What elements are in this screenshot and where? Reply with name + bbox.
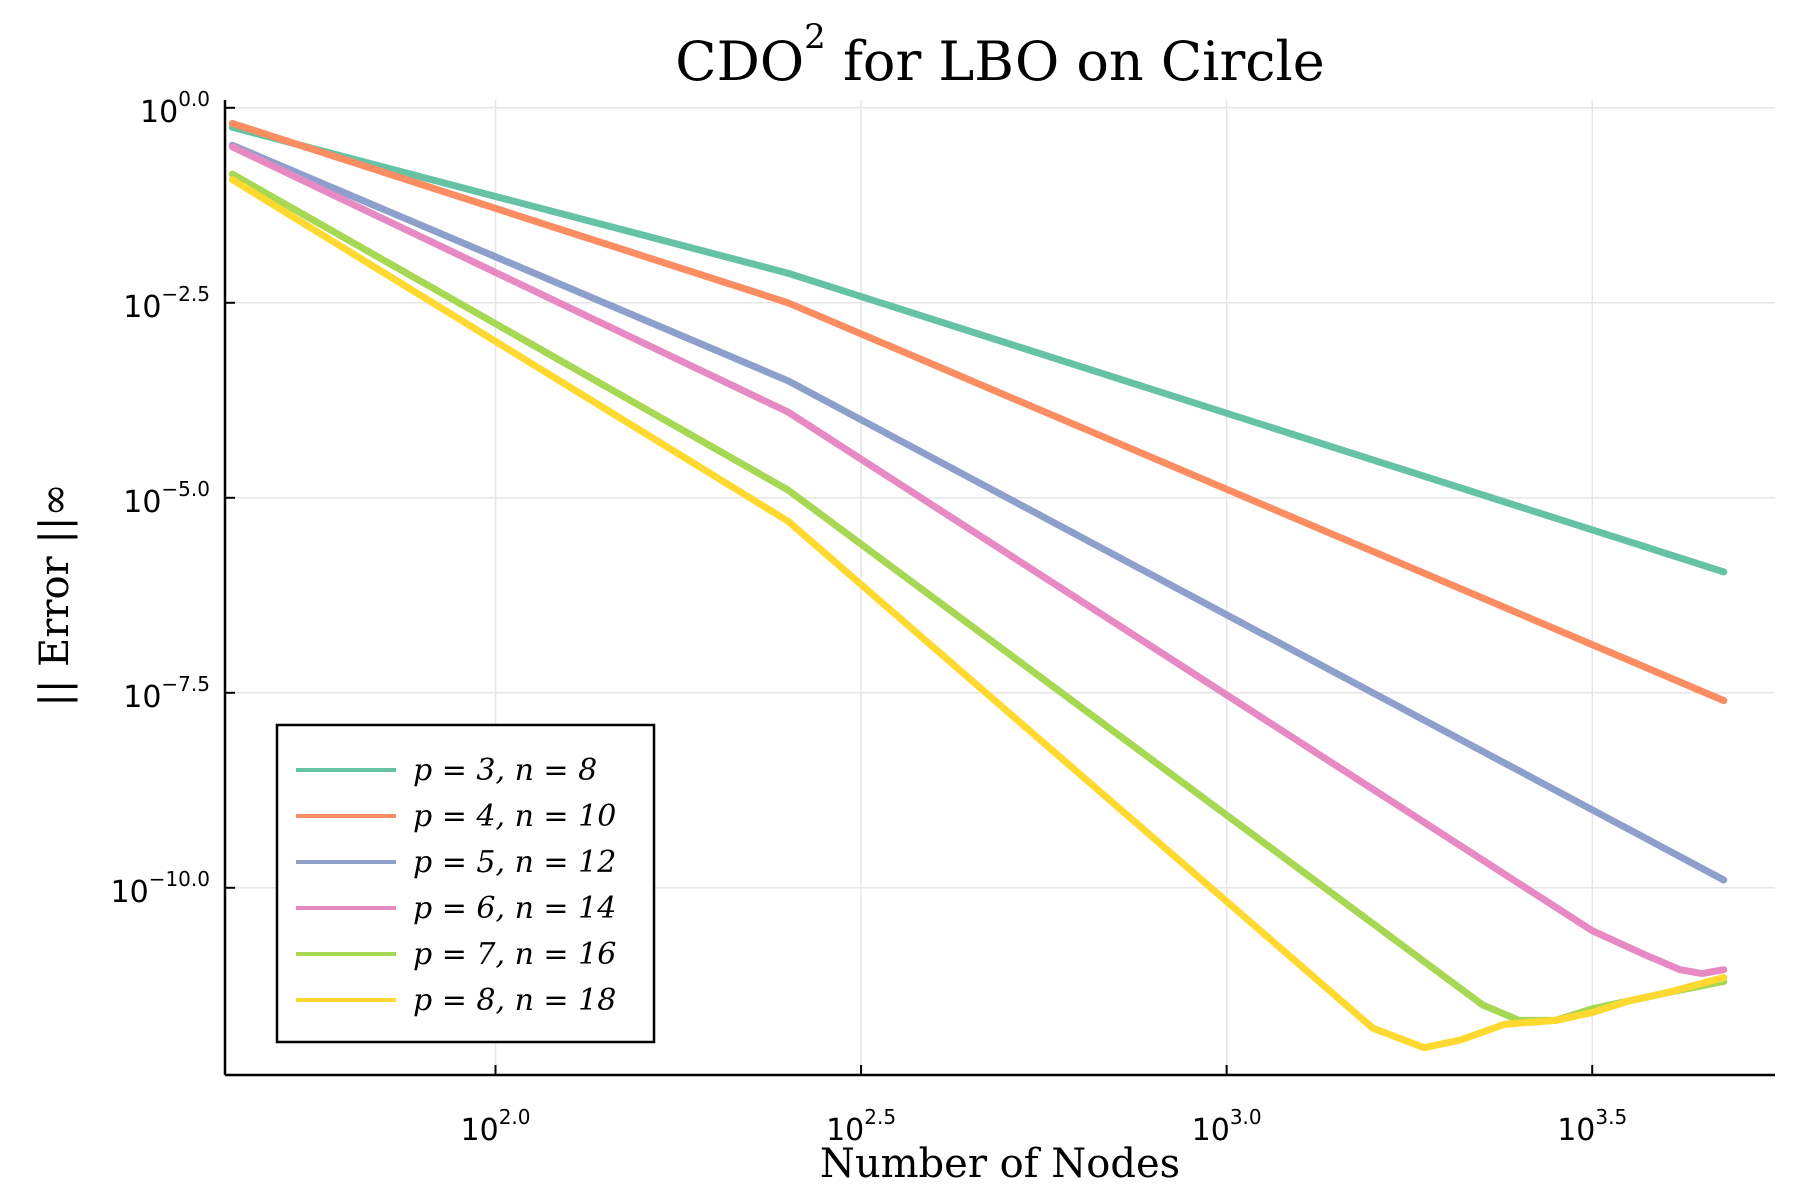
y-tick-label-3: 10−7.5 xyxy=(123,672,210,715)
legend-label-4: p = 6, n = 14 xyxy=(413,891,616,926)
y-tick-label-0: 100.0 xyxy=(140,87,210,130)
x-tick-label-3: 103.5 xyxy=(1557,1105,1627,1148)
chart-title-rest: for LBO on Circle xyxy=(826,30,1325,93)
chart-title: CDO2 for LBO on Circle xyxy=(675,17,1324,93)
y-axis-label: || Error ||∞ xyxy=(32,483,78,706)
series-line-1 xyxy=(228,123,1728,576)
series-line-3 xyxy=(228,141,1728,884)
x-ticks-layer: 102.0 102.5 103.0 103.5 xyxy=(461,1065,1627,1148)
y-tick-label-4: 10−10.0 xyxy=(111,867,210,910)
x-tick-label-1: 102.5 xyxy=(826,1105,896,1148)
legend-label-2: p = 4, n = 10 xyxy=(413,799,616,834)
legend-label-6: p = 8, n = 18 xyxy=(413,983,616,1018)
x-axis-label: Number of Nodes xyxy=(820,1141,1180,1187)
chart-title-main: CDO xyxy=(675,30,804,93)
series-line-2 xyxy=(228,119,1728,705)
y-ticks-layer: 100.0 10−2.5 10−5.0 10−7.5 10−10.0 xyxy=(111,87,235,910)
series-layer xyxy=(228,119,1728,1052)
x-tick-label-0: 102.0 xyxy=(461,1105,531,1148)
series-line-4 xyxy=(228,143,1728,978)
series-line-6 xyxy=(228,176,1728,1052)
legend-label-3: p = 5, n = 12 xyxy=(413,845,616,880)
chart-title-superscript: 2 xyxy=(804,17,826,57)
y-tick-label-2: 10−5.0 xyxy=(123,477,210,520)
axes-layer xyxy=(223,100,1775,1077)
legend: p = 3, n = 8 p = 4, n = 10 p = 5, n = 12 p … xyxy=(275,723,656,1044)
legend-label-5: p = 7, n = 16 xyxy=(413,937,616,972)
legend-box xyxy=(275,723,656,1044)
legend-items: p = 3, n = 8 p = 4, n = 10 p = 5, n = 12 p … xyxy=(296,753,616,1018)
legend-label-1: p = 3, n = 8 xyxy=(413,753,597,788)
y-tick-label-1: 10−2.5 xyxy=(123,282,210,325)
x-tick-label-2: 103.0 xyxy=(1192,1105,1262,1148)
grid-layer xyxy=(225,100,1775,1075)
